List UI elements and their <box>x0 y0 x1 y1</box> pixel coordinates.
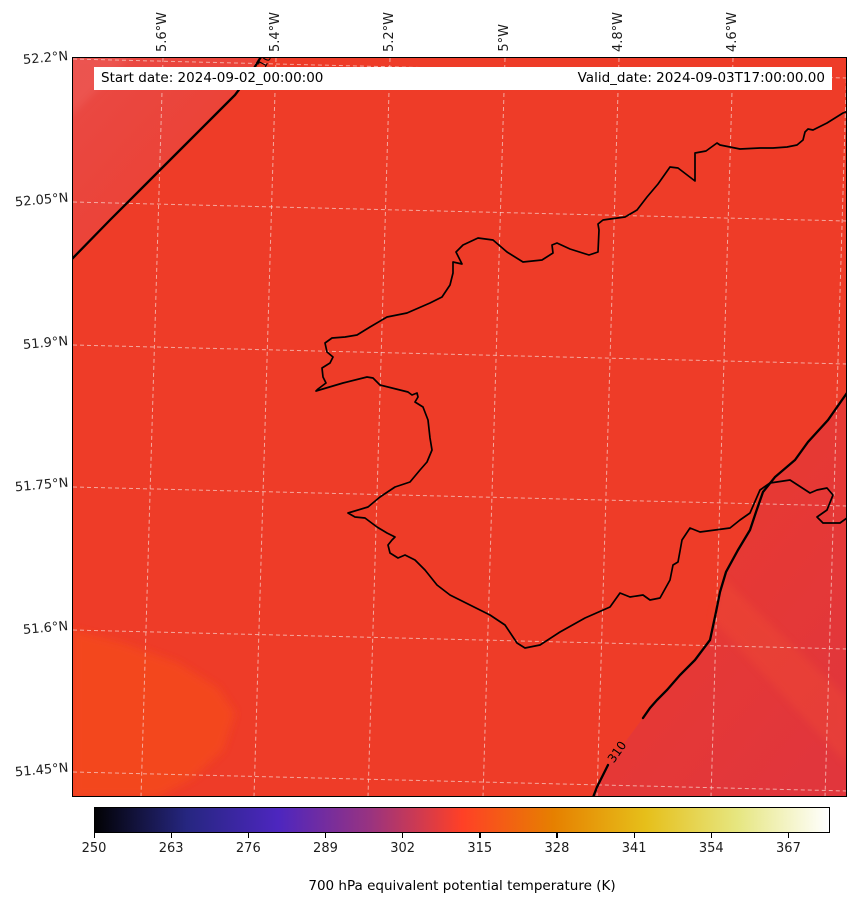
gridline-lat-51.75 <box>73 486 847 507</box>
x-tick-label: 4.6°W <box>725 11 740 52</box>
colorbar-tick-label: 250 <box>81 841 107 856</box>
gridline-lon-5.2 <box>367 58 391 797</box>
contour-310-se-upper <box>641 390 847 720</box>
colorbar-tick-label: 263 <box>158 841 184 856</box>
colorbar-tick-mark <box>93 833 95 838</box>
coastline <box>315 110 847 649</box>
contour-310-nw <box>73 58 262 260</box>
colorbar-label: 700 hPa equivalent potential temperature… <box>308 878 616 894</box>
colorbar-tick-mark <box>633 833 635 838</box>
gridline-lon-4.8 <box>596 58 620 797</box>
gridline-lat-51.45 <box>73 771 847 792</box>
colorbar-tick-mark <box>247 833 250 838</box>
x-tick-label: 4.8°W <box>611 11 626 52</box>
map-plot: 310 310 Start date: 2024-09-02_00:00:00 … <box>73 58 847 797</box>
fill-patch-warm-sw <box>73 630 235 797</box>
colorbar <box>94 807 830 833</box>
colorbar-tick-label: 302 <box>390 841 416 856</box>
fill-band-se-bright <box>713 578 847 764</box>
colorbar-tick-mark <box>787 833 790 838</box>
gridline-lat-51.6 <box>73 629 847 650</box>
colorbar-tick-label: 315 <box>467 841 493 856</box>
colorbar-tick-mark <box>556 833 558 838</box>
map-canvas: 310 310 <box>73 58 847 797</box>
fill-region-nw-below-310 <box>73 58 261 258</box>
colorbar-tick-label: 328 <box>544 841 570 856</box>
valid-date-text: Valid_date: 2024-09-03T17:00:00.00 <box>577 70 825 86</box>
gridline-lon-4.4 <box>824 58 847 797</box>
gridline-lon-5.4 <box>253 58 277 797</box>
y-tick-label: 51.75°N <box>13 475 69 496</box>
colorbar-tick-label: 289 <box>313 841 338 856</box>
x-tick-label: 5°W <box>497 24 512 52</box>
x-tick-label: 5.4°W <box>268 11 283 52</box>
gridline-lat-51.9 <box>73 344 847 365</box>
colorbar-tick-label: 354 <box>698 841 724 856</box>
y-tick-label: 51.45°N <box>13 760 69 781</box>
x-tick-label: 5.6°W <box>155 11 170 52</box>
gridline-lon-5.6 <box>140 58 164 797</box>
colorbar-tick-label: 367 <box>776 841 801 856</box>
y-tick-label: 52.2°N <box>22 49 69 68</box>
colorbar-tick-mark <box>324 833 327 838</box>
x-tick-label: 5.2°W <box>382 11 397 52</box>
colorbar-tick-mark <box>402 833 404 838</box>
colorbar-tick-mark <box>479 833 481 838</box>
date-strip: Start date: 2024-09-02_00:00:00 Valid_da… <box>94 67 832 90</box>
y-tick-label: 51.6°N <box>22 619 69 638</box>
gridline-lon-4.6 <box>710 58 734 797</box>
colorbar-tick-label: 276 <box>235 841 261 856</box>
gridline-lat-52.05 <box>73 201 847 222</box>
start-date-text: Start date: 2024-09-02_00:00:00 <box>101 70 324 86</box>
y-tick-label: 52.05°N <box>13 190 69 211</box>
gridline-lon-5.0 <box>482 58 506 797</box>
y-tick-label: 51.9°N <box>22 334 69 353</box>
colorbar-tick-mark <box>710 833 713 838</box>
colorbar-tick-label: 341 <box>621 841 647 856</box>
contour-310-se-lower <box>591 763 610 797</box>
colorbar-tick-mark <box>170 833 172 838</box>
